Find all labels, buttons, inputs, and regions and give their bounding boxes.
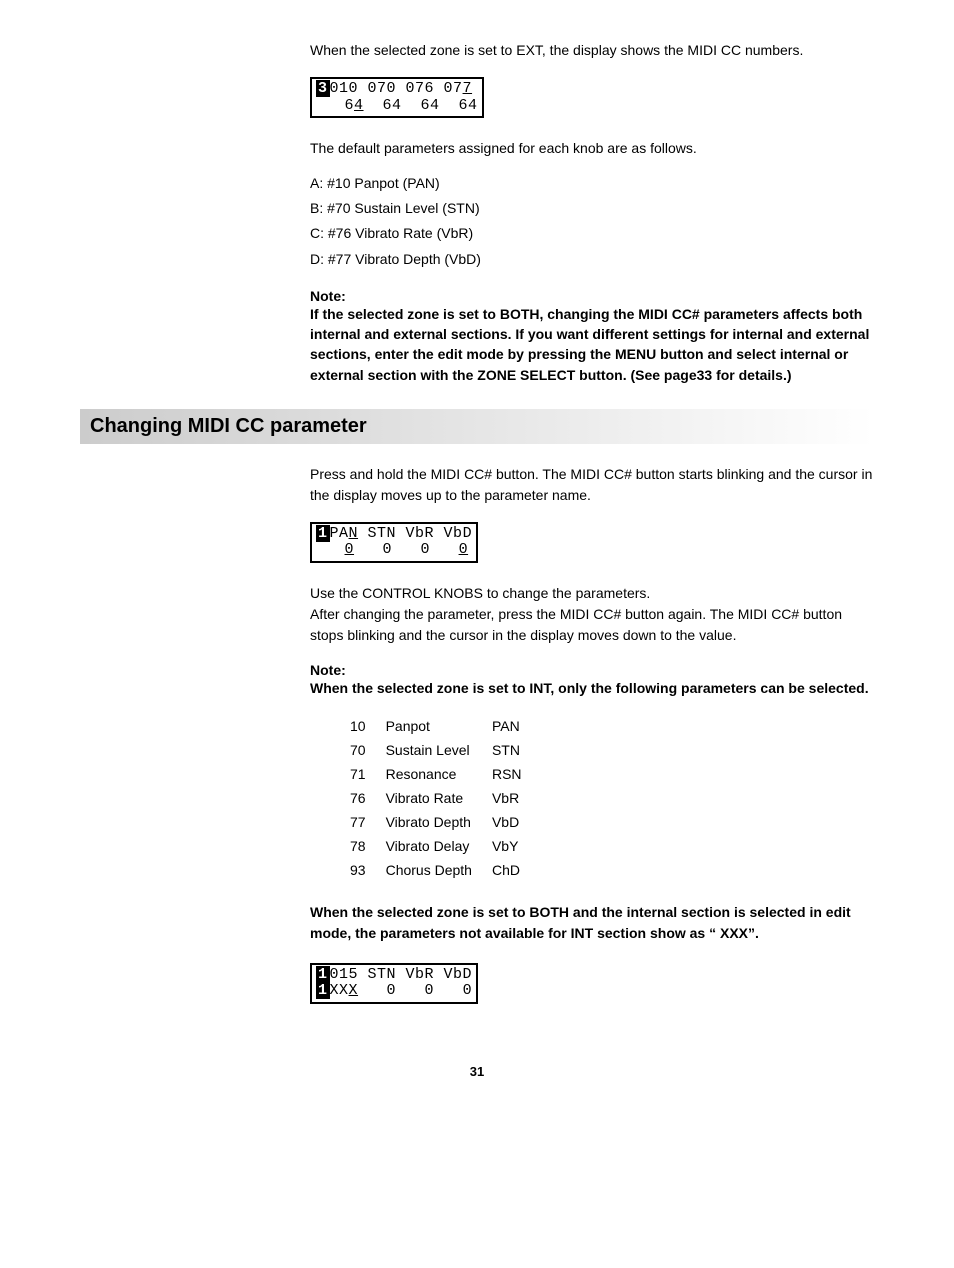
cell-num: 76 [350, 786, 386, 810]
cell-num: 77 [350, 810, 386, 834]
cell-code: VbR [492, 786, 542, 810]
cell-code: STN [492, 738, 542, 762]
cell-name: Vibrato Depth [386, 810, 492, 834]
press-hold-text: Press and hold the MIDI CC# button. The … [310, 464, 874, 506]
cell-code: PAN [492, 714, 542, 738]
section-header: Changing MIDI CC parameter [80, 409, 874, 444]
table-row: 77Vibrato DepthVbD [350, 810, 542, 834]
table-row: 93Chorus DepthChD [350, 858, 542, 882]
table-row: 10PanpotPAN [350, 714, 542, 738]
lcd3-line2: XXX 0 0 0 [330, 982, 473, 999]
note2-text: When the selected zone is set to INT, on… [310, 678, 874, 698]
note1-label: Note: [310, 288, 874, 304]
lcd3-line1: 015 STN VbR VbD [330, 966, 473, 983]
default-a: A: #10 Panpot (PAN) [310, 171, 874, 196]
cell-name: Resonance [386, 762, 492, 786]
default-text: The default parameters assigned for each… [310, 138, 874, 159]
note3-text: When the selected zone is set to BOTH an… [310, 902, 874, 943]
cell-num: 71 [350, 762, 386, 786]
cell-code: VbD [492, 810, 542, 834]
lcd1-line1: 010 070 076 077 [330, 80, 473, 97]
note2-label: Note: [310, 662, 874, 678]
default-c: C: #76 Vibrato Rate (VbR) [310, 221, 874, 246]
intro-text: When the selected zone is set to EXT, th… [310, 40, 874, 61]
lcd-display-1: 3010 070 076 077 64 64 64 64 [310, 77, 484, 118]
page-number: 31 [80, 1064, 874, 1079]
lcd3-badge1: 1 [316, 966, 330, 983]
cell-code: VbY [492, 834, 542, 858]
lcd-display-2: 1PAN STN VbR VbD 0 0 0 0 [310, 522, 478, 563]
table-row: 78Vibrato DelayVbY [350, 834, 542, 858]
default-d: D: #77 Vibrato Depth (VbD) [310, 247, 874, 272]
cell-name: Panpot [386, 714, 492, 738]
lcd1-line2: 64 64 64 64 [316, 97, 478, 114]
default-params-list: A: #10 Panpot (PAN) B: #70 Sustain Level… [310, 171, 874, 272]
use-knobs-text: Use the CONTROL KNOBS to change the para… [310, 583, 874, 604]
cell-name: Chorus Depth [386, 858, 492, 882]
table-row: 76Vibrato RateVbR [350, 786, 542, 810]
lcd-display-3: 1015 STN VbR VbD 1XXX 0 0 0 [310, 963, 478, 1004]
note1-text: If the selected zone is set to BOTH, cha… [310, 304, 874, 385]
cell-code: ChD [492, 858, 542, 882]
cell-name: Vibrato Rate [386, 786, 492, 810]
cell-code: RSN [492, 762, 542, 786]
lcd1-badge: 3 [316, 80, 330, 97]
params-table: 10PanpotPAN 70Sustain LevelSTN 71Resonan… [350, 714, 542, 882]
table-row: 70Sustain LevelSTN [350, 738, 542, 762]
cell-num: 78 [350, 834, 386, 858]
lcd3-badge2: 1 [316, 982, 330, 999]
cell-num: 93 [350, 858, 386, 882]
cell-name: Sustain Level [386, 738, 492, 762]
lcd2-line1: PAN STN VbR VbD [330, 525, 473, 542]
lcd2-line2: 0 0 0 0 [316, 541, 468, 558]
default-b: B: #70 Sustain Level (STN) [310, 196, 874, 221]
after-change-text: After changing the parameter, press the … [310, 604, 874, 646]
cell-num: 10 [350, 714, 386, 738]
cell-num: 70 [350, 738, 386, 762]
cell-name: Vibrato Delay [386, 834, 492, 858]
table-row: 71ResonanceRSN [350, 762, 542, 786]
lcd2-badge: 1 [316, 525, 330, 542]
